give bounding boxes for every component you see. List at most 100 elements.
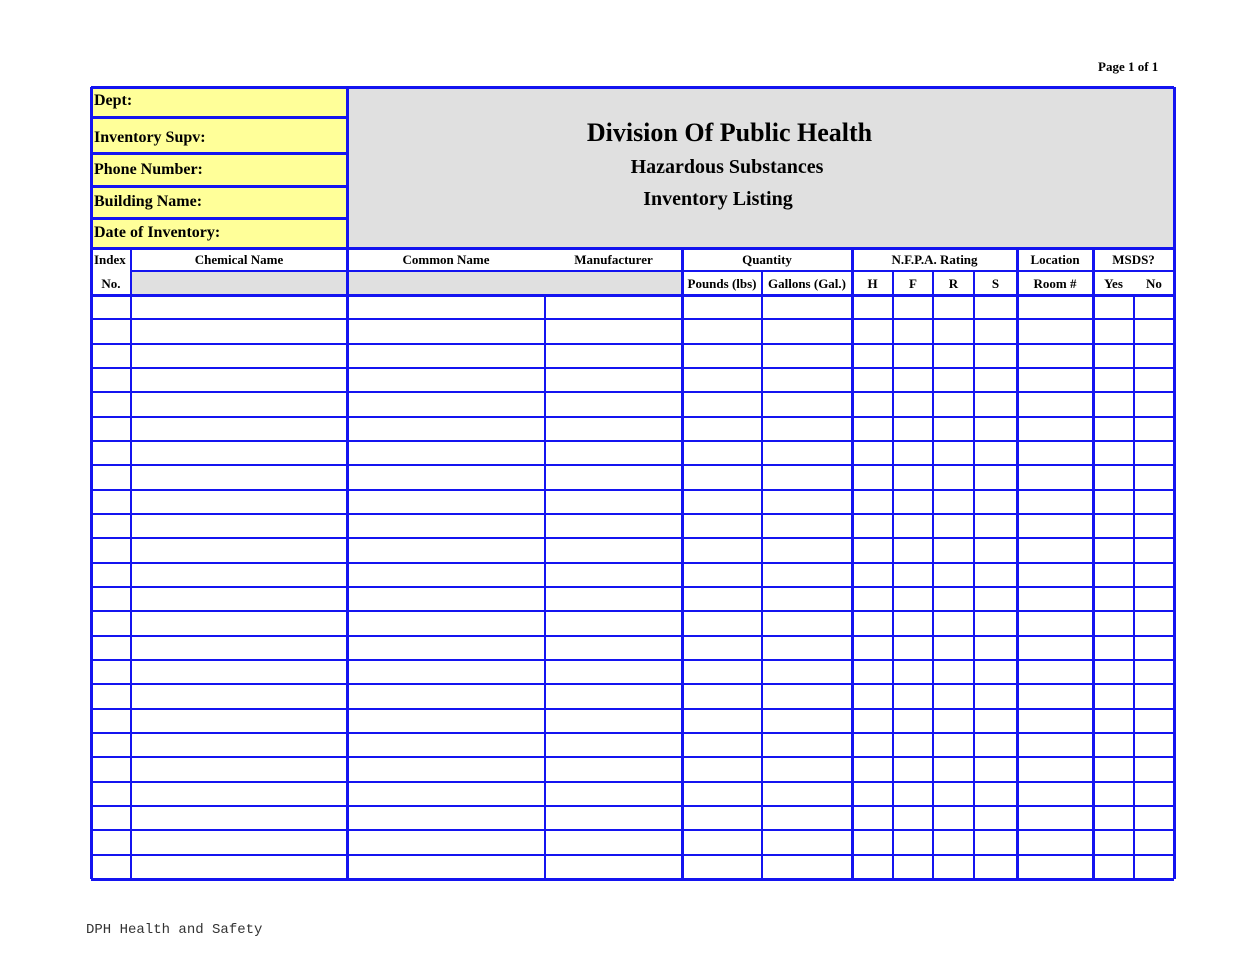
cell-chemical-name[interactable] — [133, 735, 345, 755]
cell-common-name[interactable] — [349, 540, 543, 560]
cell-manufacturer[interactable] — [547, 370, 680, 390]
cell-chemical-name[interactable] — [133, 784, 345, 804]
cell-reactivity[interactable] — [935, 662, 972, 682]
cell-health[interactable] — [854, 516, 891, 536]
cell-reactivity[interactable] — [935, 686, 972, 706]
cell-chemical-name[interactable] — [133, 370, 345, 390]
cell-chemical-name[interactable] — [133, 662, 345, 682]
cell-room[interactable] — [1019, 516, 1091, 536]
cell-index[interactable] — [93, 759, 129, 779]
cell-health[interactable] — [854, 321, 891, 341]
cell-gallons[interactable] — [764, 638, 850, 658]
cell-chemical-name[interactable] — [133, 419, 345, 439]
cell-msds-no[interactable] — [1136, 370, 1172, 390]
cell-pounds[interactable] — [684, 370, 760, 390]
cell-common-name[interactable] — [349, 492, 543, 512]
cell-reactivity[interactable] — [935, 759, 972, 779]
cell-gallons[interactable] — [764, 784, 850, 804]
cell-manufacturer[interactable] — [547, 686, 680, 706]
cell-reactivity[interactable] — [935, 832, 972, 852]
cell-common-name[interactable] — [349, 516, 543, 536]
cell-flammability[interactable] — [895, 784, 931, 804]
cell-reactivity[interactable] — [935, 297, 972, 317]
cell-common-name[interactable] — [349, 686, 543, 706]
cell-chemical-name[interactable] — [133, 711, 345, 731]
cell-pounds[interactable] — [684, 419, 760, 439]
cell-chemical-name[interactable] — [133, 516, 345, 536]
cell-flammability[interactable] — [895, 467, 931, 487]
cell-health[interactable] — [854, 297, 891, 317]
cell-common-name[interactable] — [349, 443, 543, 463]
cell-common-name[interactable] — [349, 784, 543, 804]
cell-msds-yes[interactable] — [1095, 394, 1132, 414]
cell-msds-no[interactable] — [1136, 808, 1172, 828]
cell-reactivity[interactable] — [935, 857, 972, 877]
cell-flammability[interactable] — [895, 370, 931, 390]
cell-health[interactable] — [854, 759, 891, 779]
cell-index[interactable] — [93, 808, 129, 828]
cell-gallons[interactable] — [764, 516, 850, 536]
cell-chemical-name[interactable] — [133, 297, 345, 317]
cell-health[interactable] — [854, 540, 891, 560]
cell-room[interactable] — [1019, 784, 1091, 804]
cell-chemical-name[interactable] — [133, 832, 345, 852]
cell-common-name[interactable] — [349, 735, 543, 755]
cell-manufacturer[interactable] — [547, 759, 680, 779]
cell-manufacturer[interactable] — [547, 321, 680, 341]
cell-flammability[interactable] — [895, 419, 931, 439]
cell-msds-no[interactable] — [1136, 467, 1172, 487]
cell-msds-yes[interactable] — [1095, 589, 1132, 609]
cell-flammability[interactable] — [895, 857, 931, 877]
cell-special[interactable] — [976, 613, 1015, 633]
cell-manufacturer[interactable] — [547, 394, 680, 414]
cell-pounds[interactable] — [684, 857, 760, 877]
cell-manufacturer[interactable] — [547, 467, 680, 487]
cell-health[interactable] — [854, 565, 891, 585]
cell-room[interactable] — [1019, 419, 1091, 439]
cell-room[interactable] — [1019, 467, 1091, 487]
cell-index[interactable] — [93, 346, 129, 366]
cell-gallons[interactable] — [764, 735, 850, 755]
cell-index[interactable] — [93, 613, 129, 633]
cell-common-name[interactable] — [349, 662, 543, 682]
cell-pounds[interactable] — [684, 492, 760, 512]
cell-room[interactable] — [1019, 735, 1091, 755]
cell-index[interactable] — [93, 638, 129, 658]
cell-common-name[interactable] — [349, 589, 543, 609]
cell-msds-yes[interactable] — [1095, 638, 1132, 658]
cell-health[interactable] — [854, 419, 891, 439]
cell-health[interactable] — [854, 662, 891, 682]
cell-chemical-name[interactable] — [133, 394, 345, 414]
cell-msds-no[interactable] — [1136, 711, 1172, 731]
cell-gallons[interactable] — [764, 857, 850, 877]
cell-health[interactable] — [854, 346, 891, 366]
cell-common-name[interactable] — [349, 565, 543, 585]
cell-manufacturer[interactable] — [547, 346, 680, 366]
cell-msds-no[interactable] — [1136, 297, 1172, 317]
cell-index[interactable] — [93, 321, 129, 341]
cell-msds-no[interactable] — [1136, 589, 1172, 609]
cell-reactivity[interactable] — [935, 808, 972, 828]
cell-msds-yes[interactable] — [1095, 419, 1132, 439]
cell-flammability[interactable] — [895, 297, 931, 317]
cell-flammability[interactable] — [895, 613, 931, 633]
cell-common-name[interactable] — [349, 759, 543, 779]
cell-room[interactable] — [1019, 686, 1091, 706]
cell-msds-no[interactable] — [1136, 492, 1172, 512]
cell-msds-yes[interactable] — [1095, 759, 1132, 779]
cell-reactivity[interactable] — [935, 589, 972, 609]
cell-special[interactable] — [976, 370, 1015, 390]
cell-flammability[interactable] — [895, 808, 931, 828]
cell-reactivity[interactable] — [935, 613, 972, 633]
cell-msds-yes[interactable] — [1095, 370, 1132, 390]
cell-room[interactable] — [1019, 857, 1091, 877]
cell-reactivity[interactable] — [935, 467, 972, 487]
cell-pounds[interactable] — [684, 467, 760, 487]
cell-common-name[interactable] — [349, 297, 543, 317]
cell-msds-no[interactable] — [1136, 321, 1172, 341]
cell-special[interactable] — [976, 686, 1015, 706]
cell-index[interactable] — [93, 735, 129, 755]
cell-gallons[interactable] — [764, 686, 850, 706]
cell-pounds[interactable] — [684, 686, 760, 706]
cell-common-name[interactable] — [349, 467, 543, 487]
